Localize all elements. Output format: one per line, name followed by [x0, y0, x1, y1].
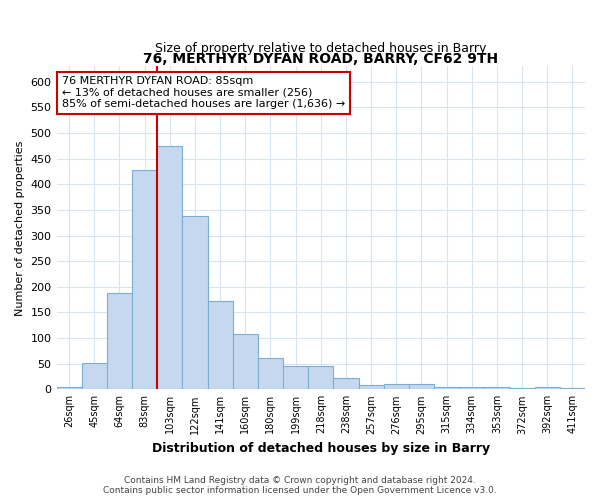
Text: Size of property relative to detached houses in Barry: Size of property relative to detached ho… [155, 42, 487, 55]
Bar [258, 358, 283, 390]
Text: Contains HM Land Registry data © Crown copyright and database right 2024.
Contai: Contains HM Land Registry data © Crown c… [103, 476, 497, 495]
Title: 76, MERTHYR DYFAN ROAD, BARRY, CF62 9TH: 76, MERTHYR DYFAN ROAD, BARRY, CF62 9TH [143, 52, 499, 66]
Text: 76 MERTHYR DYFAN ROAD: 85sqm
← 13% of detached houses are smaller (256)
85% of s: 76 MERTHYR DYFAN ROAD: 85sqm ← 13% of de… [62, 76, 345, 110]
Bar [182, 216, 208, 390]
Bar [308, 366, 334, 390]
Bar [383, 384, 409, 390]
Bar [107, 293, 132, 390]
Bar [509, 388, 535, 390]
Bar [132, 170, 157, 390]
X-axis label: Distribution of detached houses by size in Barry: Distribution of detached houses by size … [152, 442, 490, 455]
Bar [334, 378, 359, 390]
Bar [434, 386, 459, 390]
Bar [208, 300, 233, 390]
Bar [82, 362, 107, 390]
Bar [359, 385, 383, 390]
Bar [560, 388, 585, 390]
Bar [283, 366, 308, 390]
Bar [157, 146, 182, 390]
Bar [56, 386, 82, 390]
Bar [459, 388, 484, 390]
Bar [484, 388, 509, 390]
Bar [409, 384, 434, 390]
Bar [535, 388, 560, 390]
Y-axis label: Number of detached properties: Number of detached properties [15, 140, 25, 316]
Bar [233, 334, 258, 390]
